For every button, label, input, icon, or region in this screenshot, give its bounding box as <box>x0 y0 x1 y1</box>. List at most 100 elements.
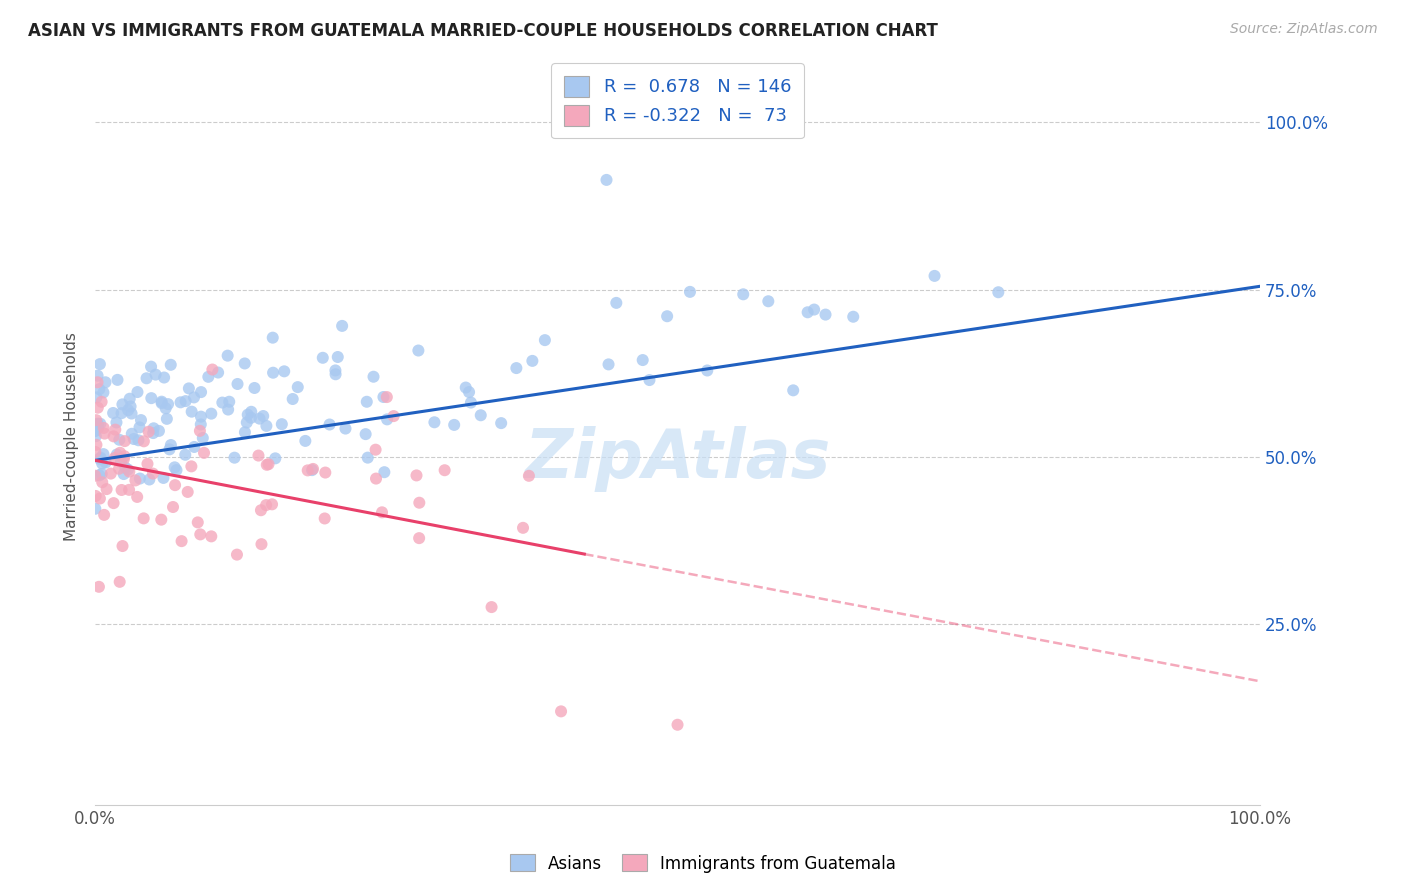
Point <box>188 424 211 438</box>
Point <box>335 421 357 435</box>
Point <box>666 718 689 732</box>
Point <box>169 395 191 409</box>
Point <box>375 390 398 404</box>
Point <box>273 364 295 378</box>
Point <box>814 308 837 322</box>
Point <box>110 406 132 420</box>
Point <box>86 376 108 390</box>
Point <box>86 391 108 405</box>
Point <box>121 426 143 441</box>
Point <box>236 416 259 430</box>
Point <box>174 394 197 409</box>
Point <box>325 368 347 382</box>
Point <box>136 457 159 471</box>
Point <box>423 415 446 429</box>
Point <box>148 424 170 438</box>
Point <box>460 395 482 409</box>
Point <box>103 451 125 466</box>
Point <box>93 508 115 522</box>
Point <box>96 482 118 496</box>
Point <box>183 440 205 454</box>
Point <box>679 285 702 299</box>
Point <box>364 472 387 486</box>
Point <box>112 467 135 481</box>
Point <box>188 527 211 541</box>
Point <box>180 459 202 474</box>
Point <box>233 425 256 440</box>
Point <box>84 429 107 443</box>
Point <box>108 574 131 589</box>
Point <box>796 305 818 319</box>
Point <box>183 391 205 405</box>
Point <box>104 423 127 437</box>
Point <box>127 490 149 504</box>
Point <box>481 600 503 615</box>
Point <box>108 461 131 475</box>
Point <box>94 376 117 390</box>
Point <box>187 516 209 530</box>
Point <box>91 457 114 471</box>
Point <box>312 351 335 365</box>
Point <box>236 408 259 422</box>
Point <box>89 417 111 431</box>
Point <box>87 401 110 415</box>
Point <box>598 358 620 372</box>
Point <box>180 405 202 419</box>
Point <box>87 580 110 594</box>
Point <box>108 446 131 460</box>
Point <box>217 402 239 417</box>
Point <box>595 173 617 187</box>
Point <box>112 449 135 463</box>
Point <box>84 445 107 459</box>
Point <box>364 442 387 457</box>
Point <box>247 449 270 463</box>
Point <box>405 468 427 483</box>
Point <box>93 421 115 435</box>
Point <box>132 434 155 449</box>
Point <box>218 394 240 409</box>
Point <box>217 349 239 363</box>
Point <box>176 484 198 499</box>
Point <box>93 385 115 400</box>
Point <box>121 407 143 421</box>
Point <box>145 368 167 382</box>
Point <box>330 318 353 333</box>
Point <box>150 513 173 527</box>
Point <box>155 401 177 416</box>
Point <box>250 537 273 551</box>
Point <box>326 350 349 364</box>
Point <box>124 474 146 488</box>
Point <box>111 539 134 553</box>
Point <box>142 421 165 435</box>
Point <box>94 455 117 469</box>
Point <box>240 405 263 419</box>
Point <box>89 382 111 396</box>
Point <box>357 450 380 465</box>
Point <box>129 471 152 485</box>
Point <box>159 358 181 372</box>
Point <box>135 371 157 385</box>
Point <box>243 381 266 395</box>
Point <box>118 465 141 479</box>
Point <box>294 434 316 448</box>
Point <box>165 478 187 492</box>
Point <box>211 395 233 409</box>
Point <box>655 310 678 324</box>
Point <box>156 412 179 426</box>
Point <box>233 356 256 370</box>
Point <box>86 368 108 383</box>
Point <box>84 419 107 434</box>
Point <box>287 380 309 394</box>
Point <box>150 394 173 409</box>
Y-axis label: Married-couple Households: Married-couple Households <box>65 333 79 541</box>
Point <box>605 296 627 310</box>
Point <box>93 426 115 441</box>
Point <box>127 434 149 448</box>
Point <box>87 421 110 435</box>
Point <box>84 413 107 427</box>
Point <box>301 463 323 477</box>
Point <box>89 451 111 466</box>
Point <box>408 496 430 510</box>
Point <box>90 394 112 409</box>
Point <box>842 310 865 324</box>
